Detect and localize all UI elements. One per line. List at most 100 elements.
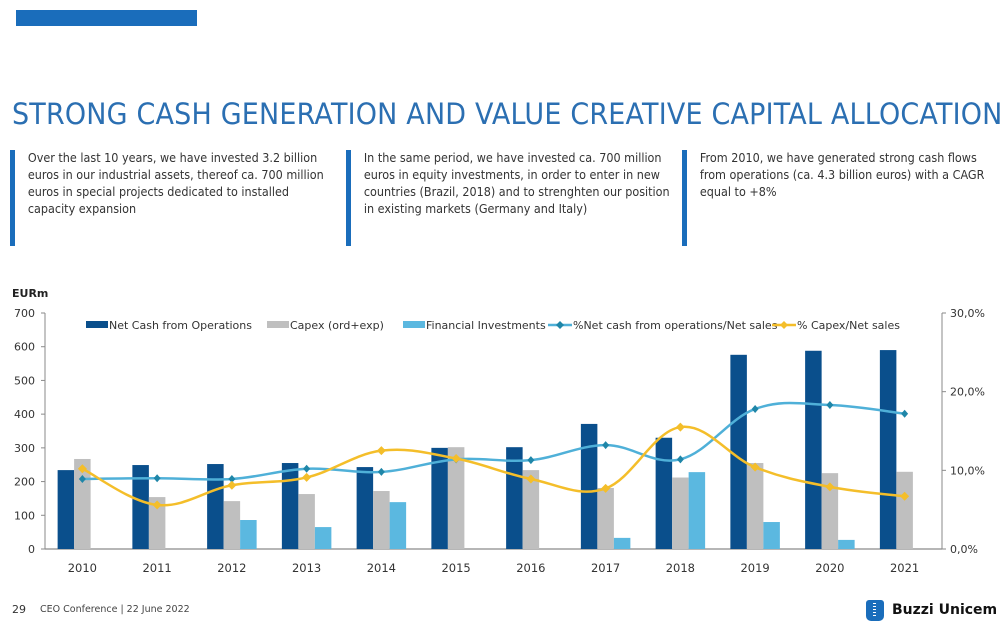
point-ncf-pct-2016	[527, 456, 535, 465]
y-tick-label: 100	[14, 509, 35, 522]
point-capex-pct-2020	[825, 482, 835, 492]
bar-capex-ord-exp-2016	[522, 470, 540, 549]
point-ncf-pct-2010	[78, 474, 86, 483]
bar-capex-ord-exp-2018	[672, 477, 689, 549]
x-tick-label: 2018	[666, 561, 695, 575]
y-axis-label: EURm	[12, 287, 48, 300]
point-ncf-pct-2020	[826, 401, 834, 410]
point-capex-pct-2013	[302, 472, 312, 482]
y-tick-label: 500	[14, 374, 35, 387]
legend-label-capex-ord-exp: Capex (ord+exp)	[290, 319, 384, 332]
bar-financial-investments-2013	[314, 527, 332, 549]
legend-label-net-cash-from-operations-net-sales: %Net cash from operations/Net sales	[573, 319, 778, 332]
bar-financial-investments-2019	[763, 522, 780, 549]
bar-capex-ord-exp-2012	[223, 501, 241, 549]
text-box-industrial-investment: Over the last 10 years, we have invested…	[10, 150, 325, 246]
legend-label-net-cash-from-operations: Net Cash from Operations	[109, 319, 252, 332]
bar-net-cash-from-operations-2020	[805, 350, 822, 549]
bar-capex-ord-exp-2020	[821, 473, 839, 549]
x-tick-label: 2013	[292, 561, 321, 575]
bar-capex-ord-exp-2021	[896, 471, 913, 549]
point-ncf-pct-2021	[901, 409, 909, 418]
point-ncf-pct-2019	[751, 404, 759, 413]
bar-capex-ord-exp-2013	[298, 494, 315, 549]
x-tick-label: 2014	[367, 561, 396, 575]
point-capex-pct-2014	[376, 446, 386, 456]
bar-net-cash-from-operations-2017	[580, 423, 598, 549]
legend-marker-capex-net-sales	[780, 321, 788, 329]
bar-capex-ord-exp-2015	[447, 447, 465, 549]
bars	[57, 350, 913, 549]
logo-text: Buzzi Unicem	[892, 602, 998, 618]
bar-net-cash-from-operations-2019	[730, 354, 747, 549]
legend-swatch-capex-ord-exp	[267, 321, 289, 328]
text-box-body: In the same period, we have invested ca.…	[363, 151, 670, 216]
point-capex-pct-2012	[227, 480, 237, 490]
point-capex-pct-2018	[675, 422, 685, 432]
x-tick-label: 2015	[441, 561, 470, 575]
bar-net-cash-from-operations-2016	[506, 447, 523, 549]
bar-net-cash-from-operations-2013	[281, 463, 299, 549]
line-capex-pct	[81, 425, 905, 507]
bar-financial-investments-2017	[613, 537, 631, 549]
y-tick-label: 0	[28, 543, 35, 556]
bar-capex-ord-exp-2014	[373, 491, 390, 549]
y2-tick-label: 10,0%	[950, 464, 985, 477]
axes: 0 100 200 300 400 500 600 700 0,0% 10,0% 20,0% 30,0…	[14, 307, 985, 575]
bar-net-cash-from-operations-2012	[207, 464, 224, 549]
y-tick-label: 300	[14, 442, 35, 455]
y-tick-label: 700	[14, 307, 35, 320]
y2-tick-label: 30,0%	[950, 307, 985, 320]
point-capex-pct-2019	[750, 462, 760, 472]
lines	[77, 401, 910, 510]
bar-financial-investments-2018	[688, 472, 706, 549]
point-capex-pct-2016	[526, 474, 536, 484]
bar-capex-ord-exp-2019	[746, 463, 764, 549]
text-box-equity-investment: In the same period, we have invested ca.…	[346, 150, 670, 246]
accent-bar	[16, 10, 197, 26]
point-capex-pct-2017	[601, 483, 611, 493]
y2-tick-label: 20,0%	[950, 386, 985, 399]
point-ncf-pct-2012	[228, 474, 236, 483]
x-tick-label: 2011	[142, 561, 171, 575]
point-capex-pct-2015	[451, 454, 461, 464]
x-tick-label: 2016	[516, 561, 545, 575]
bar-net-cash-from-operations-2018	[655, 437, 673, 549]
point-ncf-pct-2013	[303, 464, 311, 473]
text-box-body: Over the last 10 years, we have invested…	[27, 151, 324, 216]
bar-net-cash-from-operations-2010	[57, 470, 75, 549]
legend: Net Cash from Operations Capex (ord+exp) F…	[86, 319, 900, 332]
point-capex-pct-2021	[900, 491, 910, 501]
legend-marker-net-cash-from-operations-net-sales	[556, 321, 564, 329]
point-ncf-pct-2017	[602, 441, 610, 450]
point-ncf-pct-2011	[153, 474, 161, 483]
bar-net-cash-from-operations-2011	[132, 465, 149, 549]
legend-label-capex-net-sales: % Capex/Net sales	[797, 319, 900, 332]
bar-financial-investments-2014	[389, 502, 407, 549]
point-ncf-pct-2014	[377, 467, 385, 476]
legend-label-financial-investments: Financial Investments	[426, 319, 546, 332]
x-tick-label: 2010	[68, 561, 97, 575]
footer-event: CEO Conference | 22 June 2022	[40, 604, 190, 615]
y2-tick-label: 0,0%	[950, 543, 978, 556]
page-number: 29	[12, 603, 26, 616]
bar-capex-ord-exp-2017	[597, 487, 614, 549]
y-tick-label: 400	[14, 408, 35, 421]
point-ncf-pct-2018	[676, 455, 684, 464]
buzzi-unicem-logo-icon	[866, 599, 884, 621]
text-box-body: From 2010, we have generated strong cash…	[699, 151, 985, 199]
bar-financial-investments-2020	[838, 539, 855, 549]
bar-capex-ord-exp-2010	[74, 458, 91, 549]
x-tick-label: 2019	[740, 561, 769, 575]
bar-net-cash-from-operations-2015	[431, 447, 448, 549]
text-box-cash-flows: From 2010, we have generated strong cash…	[682, 150, 987, 246]
line-ncf-pct	[82, 401, 905, 481]
y-tick-label: 600	[14, 341, 35, 354]
x-tick-label: 2021	[890, 561, 919, 575]
slide-title: STRONG CASH GENERATION AND VALUE CREATIV…	[12, 97, 1000, 132]
legend-swatch-financial-investments	[403, 321, 425, 328]
bar-net-cash-from-operations-2021	[879, 350, 897, 549]
point-capex-pct-2011	[152, 500, 162, 510]
x-tick-label: 2012	[217, 561, 246, 575]
legend-swatch-net-cash-from-operations	[86, 321, 108, 328]
